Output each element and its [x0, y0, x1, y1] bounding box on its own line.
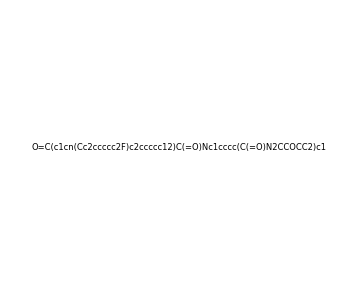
Text: O=C(c1cn(Cc2ccccc2F)c2ccccc12)C(=O)Nc1cccc(C(=O)N2CCOCC2)c1: O=C(c1cn(Cc2ccccc2F)c2ccccc12)C(=O)Nc1cc…: [31, 143, 326, 152]
